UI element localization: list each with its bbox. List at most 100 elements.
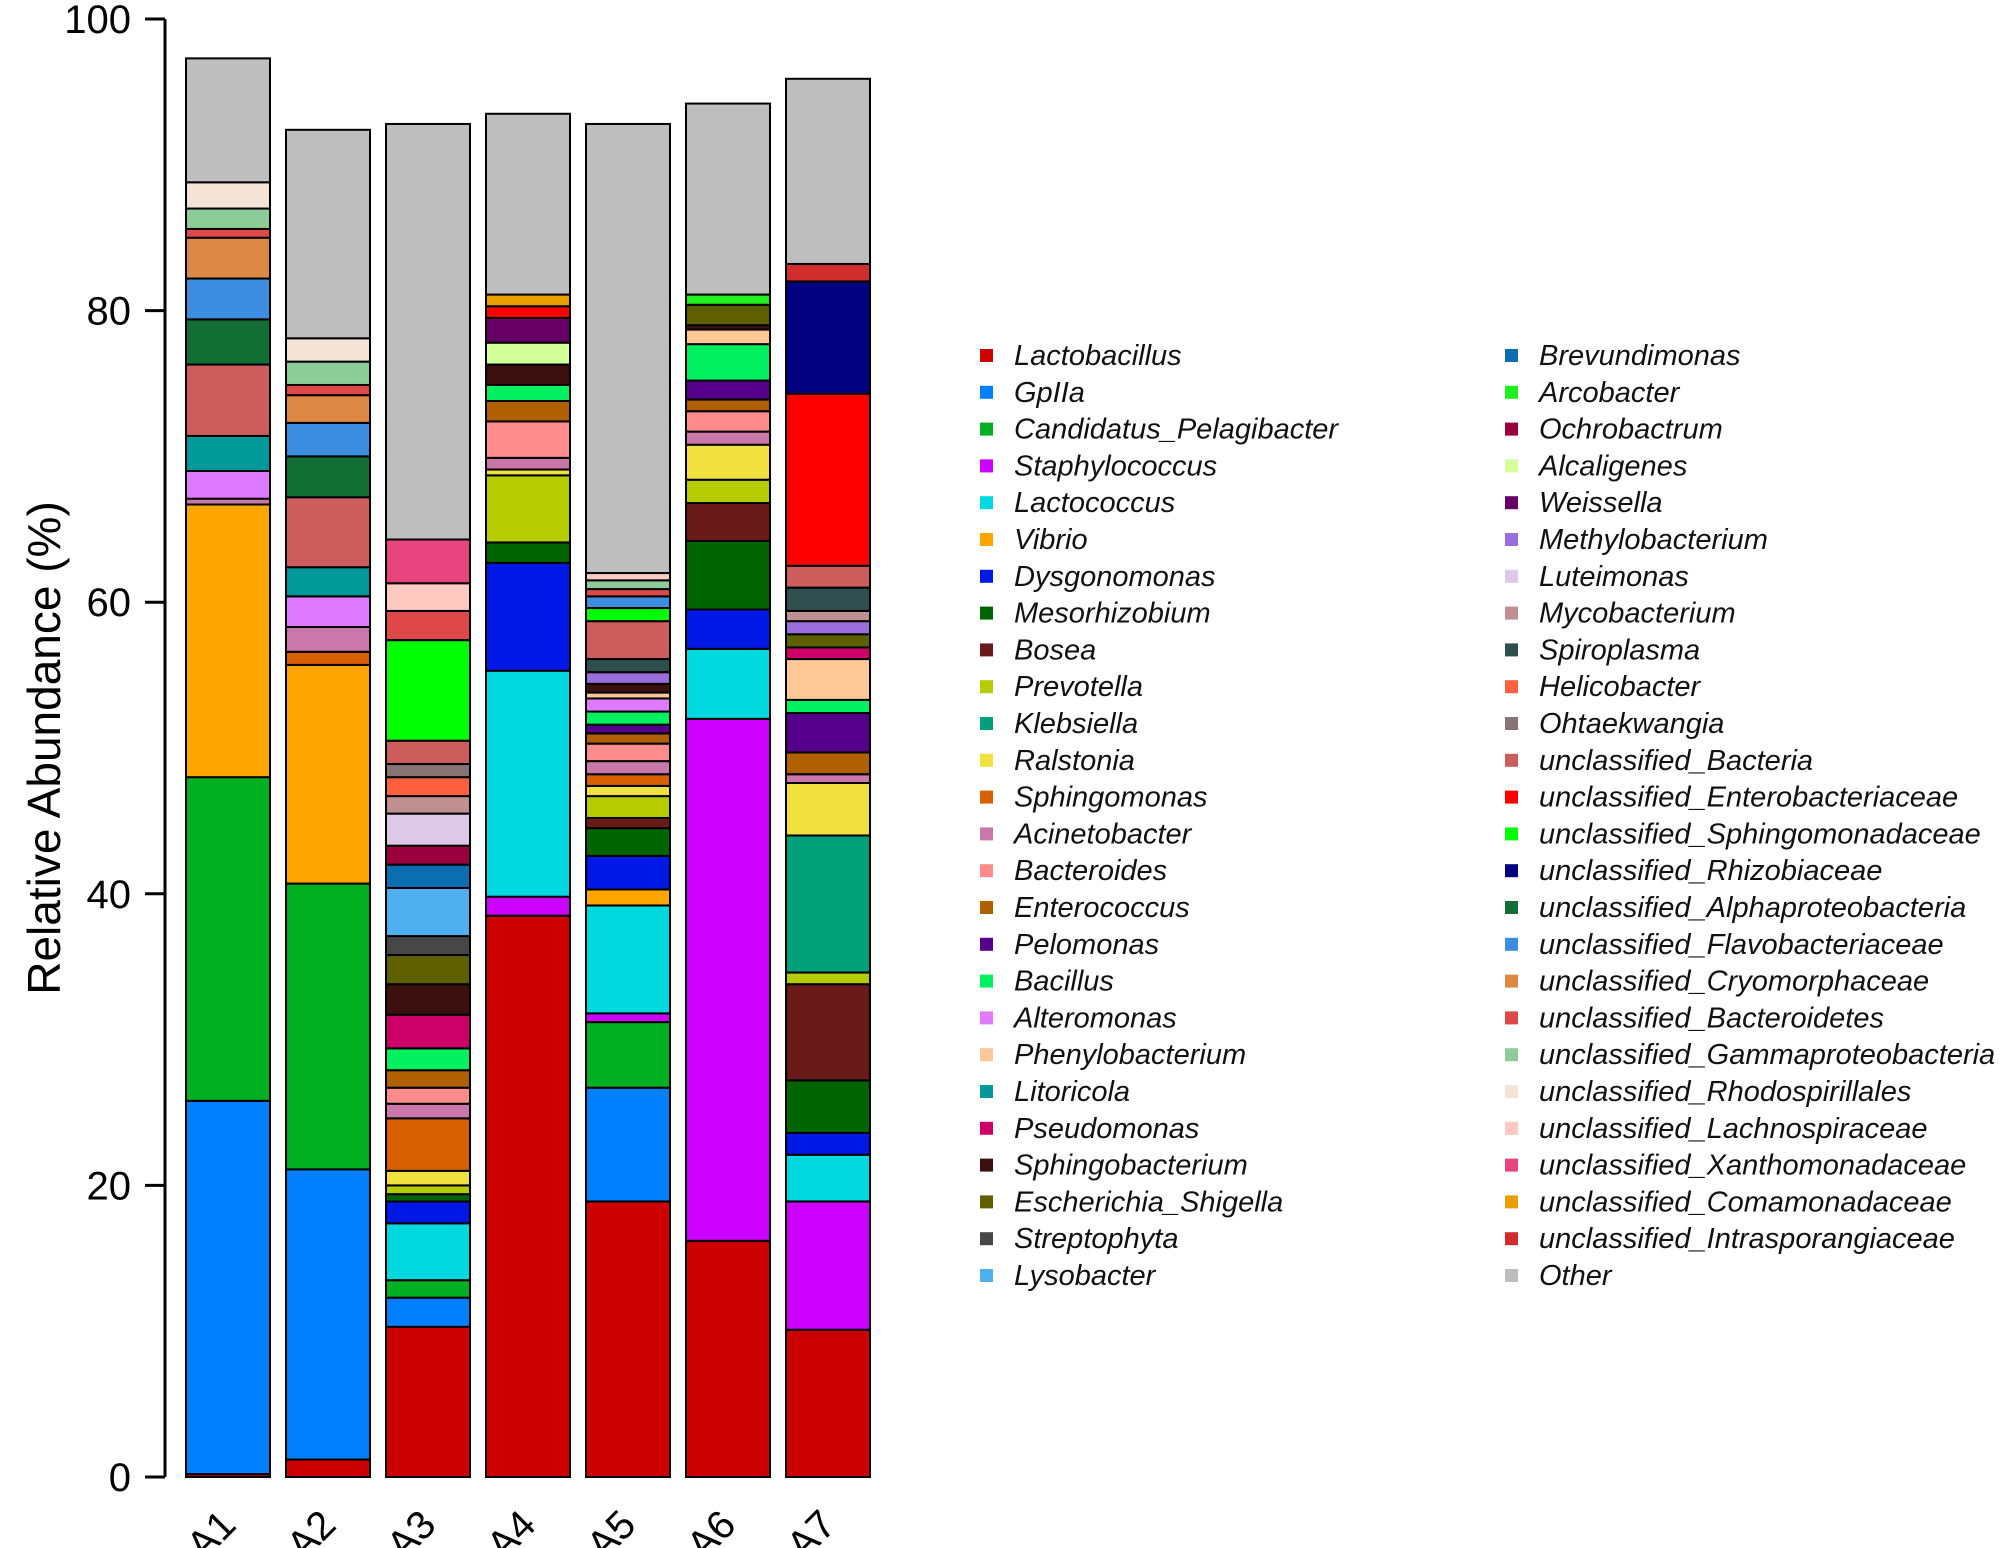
legend-swatch <box>1505 496 1518 510</box>
bar-segment-a7-dysgonomonas <box>785 1131 871 1156</box>
bar-segment-a5-unclassified-lachnospiraceae <box>585 572 671 582</box>
legend-item: Acinetobacter <box>980 818 1193 850</box>
legend-item: Bacillus <box>980 966 1114 998</box>
bar-segment-a5-bacillus <box>585 710 671 726</box>
bar-segment-a1-unclassified-bacteroidetes <box>185 227 271 239</box>
legend-swatch <box>1505 1048 1518 1062</box>
bar-segment-a3-lactobacillus <box>385 1325 471 1479</box>
bar-segment-a1-unclassified-alphaproteobacteria <box>185 318 271 366</box>
y-tick-label: 0 <box>109 1456 131 1500</box>
bar-stack-a4 <box>485 112 571 1478</box>
legend-item: Sphingobacterium <box>980 1150 1248 1182</box>
bar-segment-a7-klebsiella <box>785 834 871 974</box>
bar-segment-a2-litoricola <box>285 566 371 598</box>
bar-segment-a3-mesorhizobium <box>385 1193 471 1203</box>
bar-segment-a5-staphylococcus <box>585 1012 671 1024</box>
bar-segment-a6-arcobacter <box>685 293 771 306</box>
bar-segment-a5-bosea <box>585 816 671 830</box>
legend-item: Pelomonas <box>980 929 1159 961</box>
bar-segment-a6-ralstonia <box>685 443 771 481</box>
bar-stack-a7 <box>785 77 871 1478</box>
legend-item: Helicobacter <box>1505 671 1702 703</box>
bar-segment-a5-vibrio <box>585 888 671 907</box>
bar-segment-a6-bacillus <box>685 343 771 382</box>
legend-item: Klebsiella <box>980 708 1138 740</box>
legend-swatch <box>1505 901 1518 914</box>
legend-item: Ohtaekwangia <box>1505 708 1724 740</box>
bar-segment-a3-ochrobactrum <box>385 844 471 866</box>
legend-swatch <box>980 901 993 914</box>
legend-item: Streptophyta <box>980 1223 1178 1255</box>
legend-label: Pelomonas <box>1014 929 1159 961</box>
bar-segment-a6-bacteroides <box>685 410 771 433</box>
legend-label: unclassified_Xanthomonadaceae <box>1539 1150 1966 1182</box>
bar-segment-a7-escherichia-shigella <box>785 633 871 649</box>
legend-label: unclassified_Enterobacteriaceae <box>1539 782 1958 814</box>
bar-segment-a2-other <box>285 128 371 340</box>
legend-label: Alteromonas <box>1012 1002 1177 1034</box>
legend-label: Escherichia_Shigella <box>1014 1186 1283 1218</box>
bar-segment-a3-streptophyta <box>385 935 471 957</box>
legend-item: unclassified_Alphaproteobacteria <box>1505 892 1966 924</box>
bar-segment-a3-bacteroides <box>385 1086 471 1105</box>
bar-segment-a7-pseudomonas <box>785 646 871 661</box>
y-axis-title: Relative Abundance (%) <box>18 501 70 995</box>
y-tick-label: 100 <box>64 0 131 42</box>
legend-swatch <box>1505 1121 1518 1135</box>
legend-label: Ohtaekwangia <box>1539 708 1724 740</box>
bar-segment-a5-spiroplasma <box>585 658 671 674</box>
legend-swatch <box>1505 385 1518 399</box>
legend-item: unclassified_Sphingomonadaceae <box>1505 818 1981 850</box>
legend-item: unclassified_Comamonadaceae <box>1505 1186 1952 1218</box>
bar-segment-a5-mesorhizobium <box>585 827 671 857</box>
legend-label: Dysgonomonas <box>1014 561 1216 593</box>
legend-item: Bosea <box>980 634 1096 666</box>
legend-swatch <box>980 790 993 804</box>
legend-item: unclassified_Enterobacteriaceae <box>1505 782 1958 814</box>
bar-segment-a6-phenylobacterium <box>685 328 771 346</box>
legend-item: Alcaligenes <box>1505 450 1687 482</box>
bar-segment-a6-lactococcus <box>685 647 771 720</box>
legend-item: Bacteroides <box>980 855 1167 887</box>
legend-label: Ochrobactrum <box>1539 414 1723 446</box>
bar-segment-a5-sphingobacterium <box>585 682 671 694</box>
bar-segment-a1-unclassified-bacteria <box>185 363 271 437</box>
legend-label: Litoricola <box>1014 1076 1130 1108</box>
bar-segment-a6-pelomonas <box>685 379 771 401</box>
legend-swatch <box>1505 1269 1518 1282</box>
bar-segment-a4-unclassified-comamonadaceae <box>485 293 571 308</box>
bar-segment-a5-unclassified-bacteroidetes <box>585 588 671 598</box>
legend-label: unclassified_Cryomorphaceae <box>1539 966 1929 998</box>
legend-swatch <box>980 1232 993 1246</box>
bar-segment-a7-other <box>785 77 871 265</box>
bar-segment-a3-unclassified-bacteroidetes <box>385 609 471 642</box>
bar-segment-a3-dysgonomonas <box>385 1200 471 1225</box>
legend-item: Mesorhizobium <box>980 598 1211 630</box>
legend-label: Bacillus <box>1014 966 1114 998</box>
bar-segment-a3-enterococcus <box>385 1069 471 1089</box>
legend-label: Ralstonia <box>1014 745 1135 777</box>
legend-label: Other <box>1539 1260 1613 1292</box>
bars-group <box>185 57 871 1479</box>
legend-swatch <box>980 1085 993 1098</box>
bar-segment-a3-unclassified-sphingomonadaceae <box>385 639 471 742</box>
legend-item: Brevundimonas <box>1505 340 1741 372</box>
legend-swatch <box>1505 533 1518 546</box>
legend-item: Dysgonomonas <box>980 561 1216 593</box>
bar-segment-a3-acinetobacter <box>385 1102 471 1120</box>
bar-segment-a3-gpiia <box>385 1296 471 1328</box>
bar-segment-a4-acinetobacter <box>485 456 571 471</box>
bar-segment-a4-weissella <box>485 316 571 344</box>
bar-segment-a3-sphingomonas <box>385 1117 471 1172</box>
bar-segment-a2-acinetobacter <box>285 625 371 653</box>
bar-segment-a2-unclassified-bacteroidetes <box>285 383 371 397</box>
legend-swatch <box>1505 1195 1518 1209</box>
bar-segment-a5-acinetobacter <box>585 760 671 776</box>
x-tick-label: A4 <box>479 1502 545 1548</box>
bar-segment-a3-sphingobacterium <box>385 983 471 1016</box>
category-labels: A1 A2 A3 A4 A5 A6 A7 <box>179 1502 845 1548</box>
bar-segment-a2-vibrio <box>285 663 371 885</box>
legend-item: unclassified_Gammaproteobacteria <box>1505 1039 1995 1071</box>
legend-item: Escherichia_Shigella <box>980 1186 1283 1218</box>
